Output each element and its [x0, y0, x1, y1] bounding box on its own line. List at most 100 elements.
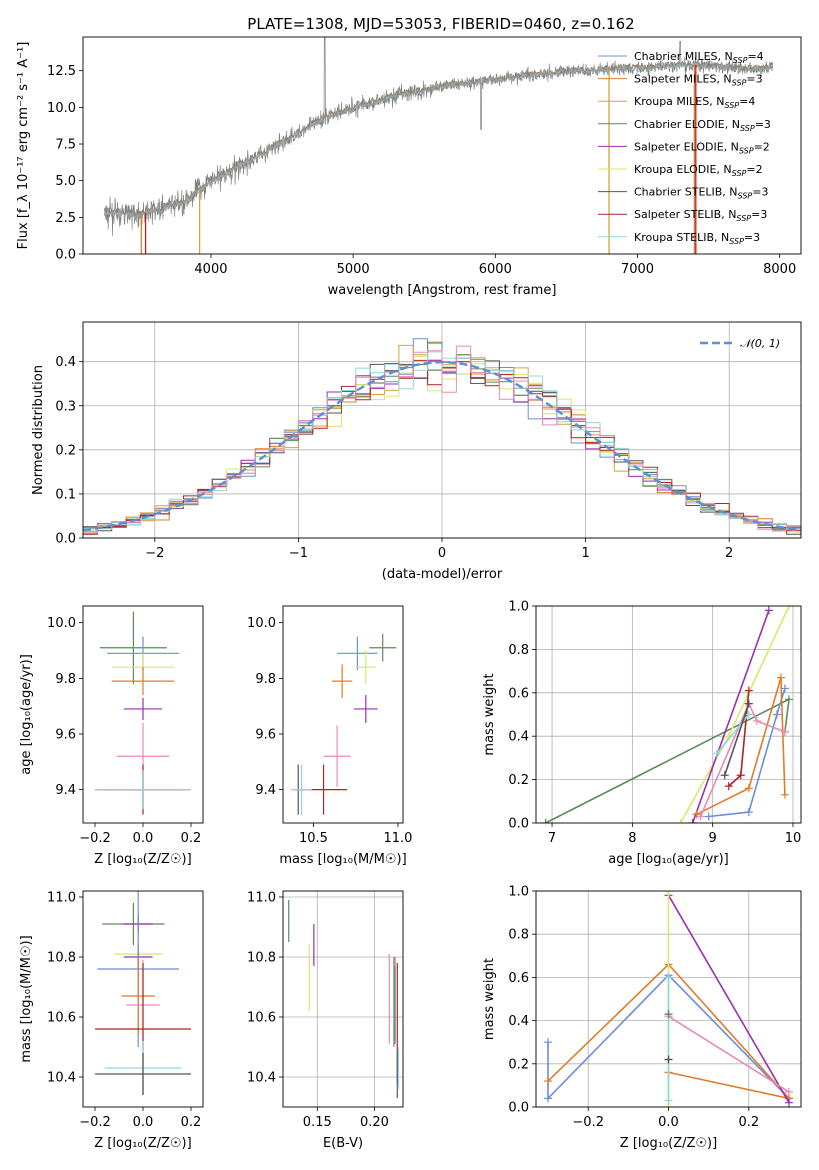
x-tick-label: 6000	[479, 262, 512, 277]
weight-marker	[744, 686, 753, 695]
errorbar-point	[123, 697, 163, 721]
weight-marker	[544, 1094, 553, 1103]
x-axis-label: E(B-V)	[323, 1136, 363, 1151]
y-axis-label: mass weight	[482, 958, 497, 1040]
y-tick-label: 1.0	[508, 885, 529, 900]
y-axis-label: Normed distribution	[31, 365, 46, 495]
weight-marker	[764, 606, 773, 615]
x-axis-label: (data-model)/error	[382, 567, 503, 582]
weight-marker	[724, 782, 733, 791]
axes-frame	[82, 890, 204, 1108]
x-tick-label: −1	[289, 546, 308, 561]
x-tick-label: 11.0	[383, 831, 412, 846]
y-tick-label: 11.0	[47, 891, 76, 906]
y-axis-label: mass [log₁₀(M/M☉)]	[19, 935, 34, 1062]
y-tick-label: 0.4	[508, 730, 529, 745]
x-tick-label: 10	[785, 831, 802, 846]
weight-marker	[752, 717, 761, 726]
weight-line	[668, 1015, 790, 1093]
legend-entry: Kroupa MILES, NSSP=4	[634, 95, 755, 110]
plot-area	[288, 900, 400, 1098]
weight-line	[696, 677, 786, 816]
weight-marker	[784, 695, 793, 704]
legend-entry: Chabrier MILES, NSSP=4	[634, 50, 764, 65]
x-axis-label: mass [log₁₀(M/M☉)]	[279, 852, 406, 867]
panel-age_vs_mass: 10.5 11.0 9.4 9.6 9.8 10.0 mass [log₁₀(M/M☉)]	[247, 605, 412, 867]
y-tick-label: 0.4	[55, 355, 76, 370]
y-tick-label: 11.0	[247, 891, 276, 906]
weight-marker	[784, 1087, 793, 1096]
legend: Chabrier MILES, NSSP=4 Salpeter MILES, NS…	[598, 50, 771, 246]
legend: 𝒩(0, 1)	[700, 337, 780, 350]
weight-line	[699, 701, 786, 817]
x-tick-label: 0	[438, 546, 446, 561]
errorbar-point	[121, 957, 155, 1035]
x-tick-label: 4000	[194, 262, 227, 277]
axes-frame	[82, 605, 204, 824]
y-tick-label: 0.2	[508, 1057, 529, 1072]
weight-line	[547, 974, 790, 1101]
x-tick-label: 8	[628, 831, 636, 846]
x-tick-label: −0.2	[79, 831, 111, 846]
weight-marker	[664, 1096, 673, 1105]
y-tick-label: 9.8	[255, 672, 276, 687]
weight-marker	[676, 819, 685, 823]
weight-marker	[664, 973, 673, 982]
legend-entry: Kroupa ELODIE, NSSP=2	[634, 163, 763, 178]
errorbar-point	[95, 770, 191, 810]
y-tick-label: 9.8	[55, 672, 76, 687]
y-tick-label: 0.1	[55, 487, 76, 502]
y-tick-label: 0.2	[55, 443, 76, 458]
y-tick-label: 10.4	[247, 1071, 276, 1086]
x-axis-label: Z [log₁₀(Z/Z☉)]	[94, 1136, 191, 1151]
x-axis-label: wavelength [Angstrom, rest frame]	[328, 283, 557, 298]
y-tick-label: 0.0	[55, 248, 76, 263]
plot-area	[83, 338, 801, 536]
weight-marker	[744, 808, 753, 817]
weight-marker	[688, 819, 697, 823]
panel-age_vs_Z: −0.2 0.0 0.2 9.4 9.6 9.8 10.0 Z [log₁₀(Z/Z☉)] ag…	[19, 605, 204, 867]
legend-entry: Salpeter ELODIE, NSSP=2	[634, 140, 770, 155]
y-tick-label: 9.6	[255, 727, 276, 742]
errorbar-point	[111, 667, 175, 696]
axes-frame	[535, 890, 802, 1108]
panel-weight_vs_age: 7 8 9 10 0.0 0.2 0.4 0.6 0.8 1.0 age [log₁₀(age/yr…	[482, 600, 802, 867]
axes-frame	[282, 890, 404, 1108]
panel-mass_vs_Z: −0.2 0.0 0.2 10.4 10.6 10.8 11.0 Z [log₁₀(Z/Z☉)…	[19, 890, 204, 1151]
legend-entry: Kroupa STELIB, NSSP=3	[634, 231, 760, 246]
panel-residuals: −2 −1 0 1 2 0.0 0.1 0.2 0.3 0.4 (data-model)/error…	[31, 321, 802, 582]
x-tick-label: 0.0	[133, 1115, 154, 1130]
x-tick-label: 0.20	[360, 1115, 389, 1130]
errorbar-point	[369, 633, 397, 662]
x-tick-label: 0.0	[133, 831, 154, 846]
weight-marker	[744, 699, 753, 708]
y-tick-label: 1.0	[508, 600, 529, 615]
weight-marker	[696, 812, 705, 821]
weight-marker	[744, 784, 753, 793]
weight-marker	[712, 749, 721, 758]
residual-histogram	[83, 345, 801, 534]
y-tick-label: 0.0	[508, 817, 529, 832]
weight-marker	[784, 606, 793, 610]
y-tick-label: 0.6	[508, 971, 529, 986]
y-axis-label: age [log₁₀(age/yr)]	[19, 654, 34, 775]
weight-marker	[780, 684, 789, 693]
axes-frame	[82, 321, 802, 539]
axes-frame	[535, 605, 802, 824]
y-tick-label: 0.0	[55, 532, 76, 547]
y-tick-label: 9.4	[255, 783, 276, 798]
x-tick-label: 0.2	[181, 1115, 202, 1130]
y-tick-label: 0.8	[508, 928, 529, 943]
y-axis-label: mass weight	[482, 673, 497, 755]
x-axis-label: Z [log₁₀(Z/Z☉)]	[94, 852, 191, 867]
legend-entry: Salpeter MILES, NSSP=3	[634, 73, 763, 88]
y-axis-label: Flux [f_λ 10⁻¹⁷ erg cm⁻² s⁻¹ A⁻¹]	[16, 42, 31, 250]
legend-entry: Salpeter STELIB, NSSP=3	[634, 208, 767, 223]
weight-line	[547, 963, 792, 1100]
weight-marker	[544, 1077, 553, 1086]
x-tick-label: −0.2	[572, 1115, 604, 1130]
y-tick-label: 10.6	[47, 1011, 76, 1026]
model-spectrum-line	[103, 60, 774, 220]
plot-area	[103, 37, 774, 254]
y-tick-label: 5.0	[55, 174, 76, 189]
